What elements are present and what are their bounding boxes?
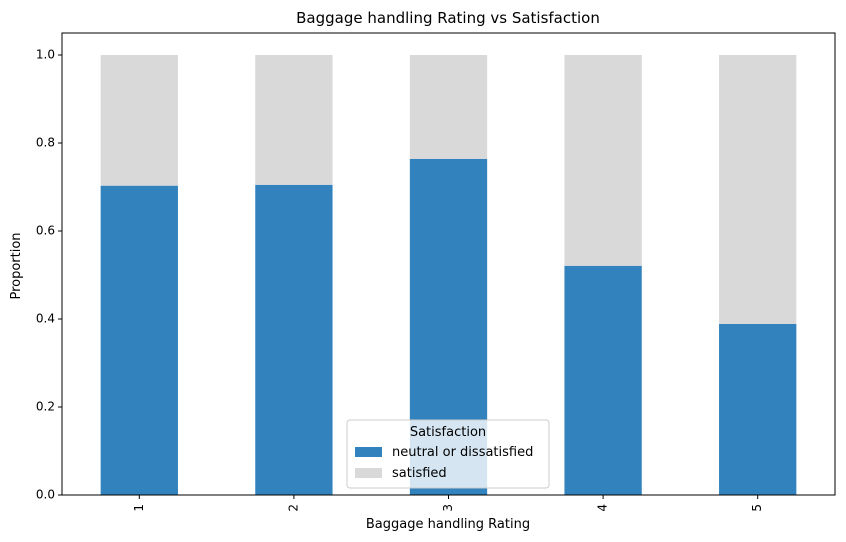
chart-title: Baggage handling Rating vs Satisfaction [296, 9, 600, 27]
x-axis-label: Baggage handling Rating [366, 517, 530, 532]
plot-frame [61, 32, 836, 496]
legend-title: Satisfaction [410, 425, 486, 440]
legend-box [346, 419, 550, 489]
y-axis-label: Proportion [9, 232, 24, 299]
y-tick-label: 0.6 [36, 224, 55, 238]
y-tick-label: 1.0 [36, 48, 55, 62]
x-tick-label: 3 [441, 504, 455, 512]
bar-satisfied-5 [719, 55, 797, 324]
x-tick-label: 2 [286, 504, 300, 512]
legend: Satisfaction neutral or dissatisfied satis… [346, 419, 550, 489]
y-tick-label: 0.0 [36, 488, 55, 502]
bar-neutral-or-dissatisfied-4 [564, 265, 642, 495]
axes-group: 1 2 3 4 5 0.0 0.2 0.4 0.6 0.8 1.0 [36, 32, 836, 512]
x-tick-label: 5 [750, 504, 764, 512]
y-tick-label: 0.8 [36, 136, 55, 150]
bar-satisfied-1 [100, 55, 178, 186]
x-tick-label: 4 [596, 504, 610, 512]
y-tick-label: 0.2 [36, 400, 55, 414]
bar-neutral-or-dissatisfied-5 [719, 323, 797, 495]
legend-label: neutral or dissatisfied [392, 445, 533, 460]
bar-satisfied-2 [255, 55, 333, 185]
bar-neutral-or-dissatisfied-1 [100, 185, 178, 495]
y-tick-label: 0.4 [36, 312, 55, 326]
bar-satisfied-3 [409, 55, 488, 159]
bar-neutral-or-dissatisfied-2 [255, 184, 333, 496]
legend-label: satisfied [392, 466, 447, 481]
x-tick-label: 1 [132, 504, 146, 512]
legend-swatch [355, 447, 382, 457]
bar-satisfied-4 [564, 55, 642, 266]
legend-swatch [355, 468, 382, 478]
